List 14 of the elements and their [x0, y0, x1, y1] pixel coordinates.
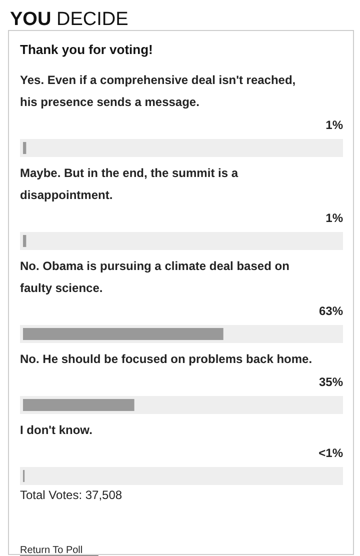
annotation: Total Votes: 37,508 — [20, 488, 122, 502]
data-label: 1% — [326, 118, 344, 132]
y-tick-label: Maybe. But in the end, the summit is a disappointment. — [20, 166, 238, 202]
y-tick-label: Yes. Even if a comprehensive deal isn't reached, his presence sends a message. — [20, 73, 296, 109]
data-label: 35% — [318, 375, 344, 389]
data-label: <1% — [318, 446, 344, 460]
chart-title: YOU DECIDE — [10, 9, 128, 30]
y-tick-label: No. Obama is pursuing a climate deal based on faulty science. — [20, 259, 290, 295]
y-tick-label: No. He should be focused on problems back home. — [20, 352, 312, 366]
data-label: 1% — [326, 211, 344, 225]
y-tick-label: I don't know. — [20, 423, 92, 437]
chart-subtitle: Thank you for voting! — [20, 42, 153, 57]
data-label: 63% — [318, 304, 344, 318]
text: Return To Poll — [20, 545, 83, 556]
